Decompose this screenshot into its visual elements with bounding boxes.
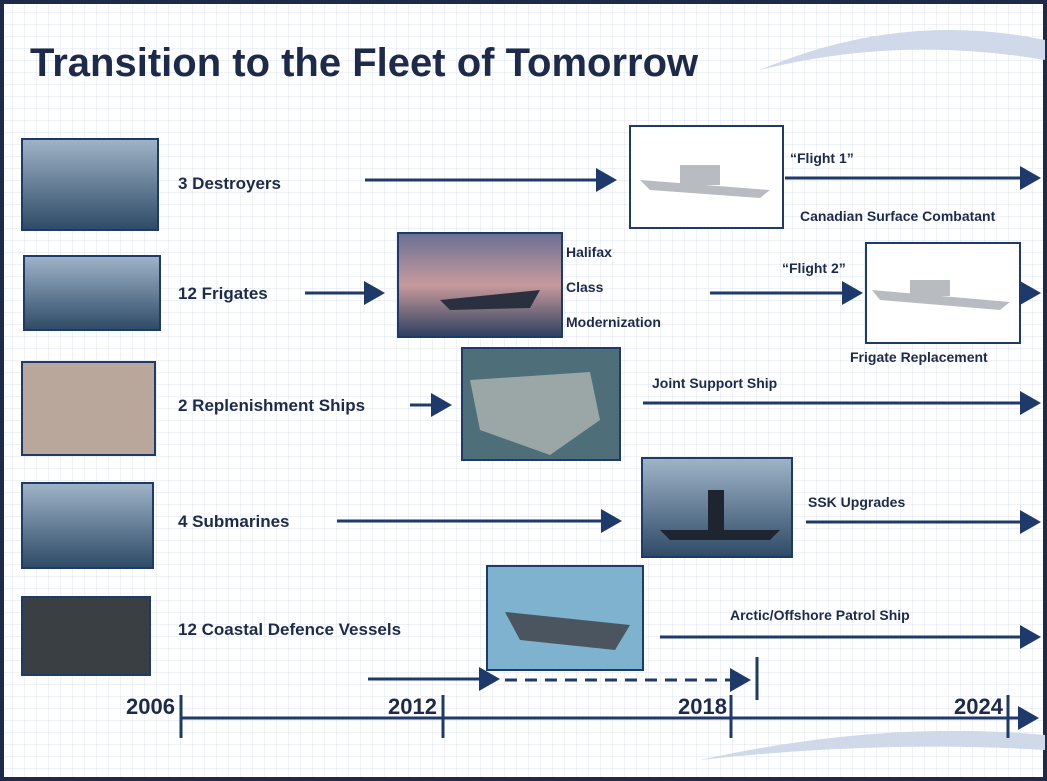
ship-photo	[24, 256, 160, 330]
annotation: SSK Upgrades	[808, 494, 905, 510]
year-label: 2018	[678, 694, 727, 719]
year-label: 2012	[388, 694, 437, 719]
row-label: 3 Destroyers	[178, 174, 281, 193]
ship-photo	[398, 233, 562, 337]
row-label: 2 Replenishment Ships	[178, 396, 365, 415]
title: Transition to the Fleet of Tomorrow	[30, 41, 699, 85]
annotation: Arctic/Offshore Patrol Ship	[730, 607, 910, 623]
annotation: Canadian Surface Combatant	[800, 208, 996, 224]
annotation: Halifax	[566, 244, 612, 260]
ship-photo	[22, 139, 158, 230]
ship-photo	[22, 362, 155, 455]
year-label: 2024	[954, 694, 1004, 719]
annotation: “Flight 1”	[790, 150, 854, 166]
row-label: 4 Submarines	[178, 512, 290, 531]
row-label: 12 Coastal Defence Vessels	[178, 620, 401, 639]
row-label: 12 Frigates	[178, 284, 268, 303]
annotation: Joint Support Ship	[652, 375, 777, 391]
slide: Transition to the Fleet of Tomorrow 3 De…	[0, 0, 1047, 781]
year-label: 2006	[126, 694, 175, 719]
ship-photo	[22, 597, 150, 675]
annotation: Frigate Replacement	[850, 349, 988, 365]
annotation: Modernization	[566, 314, 661, 330]
ship-photo	[22, 483, 153, 568]
annotation: Class	[566, 279, 604, 295]
annotation: “Flight 2”	[782, 260, 846, 276]
